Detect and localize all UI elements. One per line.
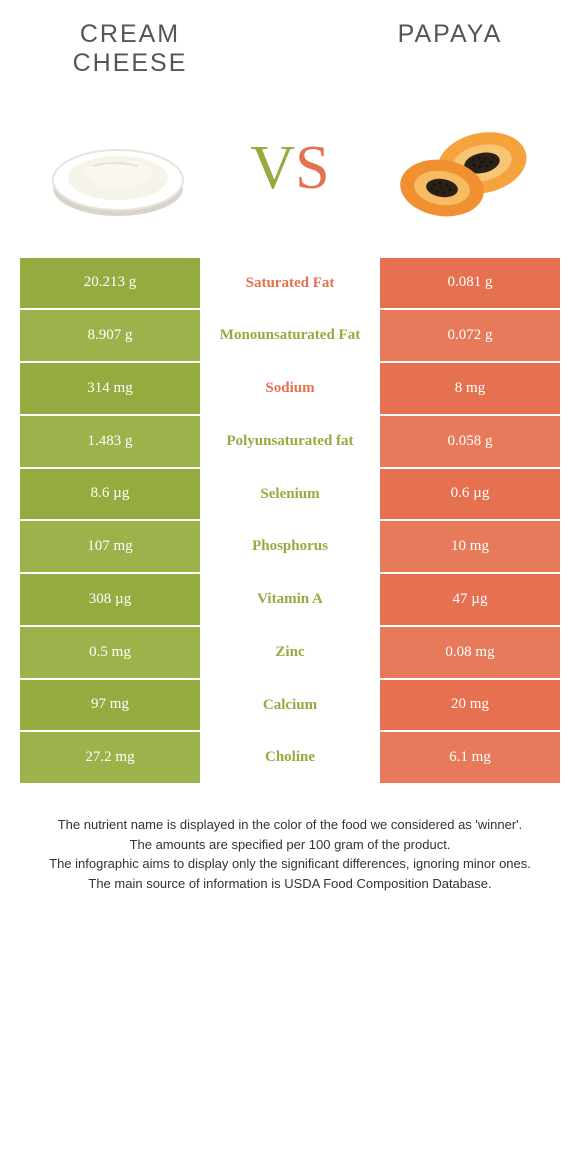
table-row: 97 mgCalcium20 mg bbox=[20, 680, 560, 733]
nutrient-label: Sodium bbox=[200, 363, 380, 416]
nutrient-label: Calcium bbox=[200, 680, 380, 733]
food-title-right: PAPAYA bbox=[360, 20, 540, 78]
value-right: 20 mg bbox=[380, 680, 560, 733]
value-right: 0.058 g bbox=[380, 416, 560, 469]
footer-line-1: The nutrient name is displayed in the co… bbox=[28, 815, 552, 835]
nutrient-label: Selenium bbox=[200, 469, 380, 522]
table-row: 308 µgVitamin A47 µg bbox=[20, 574, 560, 627]
infographic-container: CREAM CHEESE PAPAYA VS bbox=[0, 0, 580, 893]
value-right: 10 mg bbox=[380, 521, 560, 574]
value-left: 97 mg bbox=[20, 680, 200, 733]
food-image-left bbox=[40, 103, 195, 233]
nutrient-label: Zinc bbox=[200, 627, 380, 680]
value-right: 0.081 g bbox=[380, 258, 560, 311]
value-left: 27.2 mg bbox=[20, 732, 200, 785]
value-left: 0.5 mg bbox=[20, 627, 200, 680]
value-left: 1.483 g bbox=[20, 416, 200, 469]
table-row: 8.907 gMonounsaturated Fat0.072 g bbox=[20, 310, 560, 363]
value-left: 8.907 g bbox=[20, 310, 200, 363]
vs-label: VS bbox=[250, 137, 329, 199]
value-right: 0.6 µg bbox=[380, 469, 560, 522]
titles-row: CREAM CHEESE PAPAYA bbox=[0, 0, 580, 88]
nutrient-label: Choline bbox=[200, 732, 380, 785]
nutrient-label: Vitamin A bbox=[200, 574, 380, 627]
footer-line-2: The amounts are specified per 100 gram o… bbox=[28, 835, 552, 855]
table-row: 20.213 gSaturated Fat0.081 g bbox=[20, 258, 560, 311]
table-row: 27.2 mgCholine6.1 mg bbox=[20, 732, 560, 785]
table-row: 8.6 µgSelenium0.6 µg bbox=[20, 469, 560, 522]
value-right: 47 µg bbox=[380, 574, 560, 627]
footer-notes: The nutrient name is displayed in the co… bbox=[20, 815, 560, 893]
value-left: 308 µg bbox=[20, 574, 200, 627]
nutrient-label: Polyunsaturated fat bbox=[200, 416, 380, 469]
footer-line-4: The main source of information is USDA F… bbox=[28, 874, 552, 894]
food-image-right bbox=[385, 103, 540, 233]
table-row: 0.5 mgZinc0.08 mg bbox=[20, 627, 560, 680]
value-right: 6.1 mg bbox=[380, 732, 560, 785]
value-left: 107 mg bbox=[20, 521, 200, 574]
nutrient-label: Saturated Fat bbox=[200, 258, 380, 311]
value-left: 314 mg bbox=[20, 363, 200, 416]
value-left: 8.6 µg bbox=[20, 469, 200, 522]
table-row: 107 mgPhosphorus10 mg bbox=[20, 521, 560, 574]
vs-s: S bbox=[295, 137, 329, 199]
footer-line-3: The infographic aims to display only the… bbox=[28, 854, 552, 874]
vs-v: V bbox=[250, 137, 295, 199]
nutrient-label: Phosphorus bbox=[200, 521, 380, 574]
table-row: 1.483 gPolyunsaturated fat0.058 g bbox=[20, 416, 560, 469]
table-row: 314 mgSodium8 mg bbox=[20, 363, 560, 416]
images-row: VS bbox=[0, 88, 580, 258]
nutrient-table: 20.213 gSaturated Fat0.081 g8.907 gMonou… bbox=[20, 258, 560, 786]
nutrient-label: Monounsaturated Fat bbox=[200, 310, 380, 363]
value-right: 0.072 g bbox=[380, 310, 560, 363]
value-right: 8 mg bbox=[380, 363, 560, 416]
food-title-left: CREAM CHEESE bbox=[40, 20, 220, 78]
value-right: 0.08 mg bbox=[380, 627, 560, 680]
value-left: 20.213 g bbox=[20, 258, 200, 311]
